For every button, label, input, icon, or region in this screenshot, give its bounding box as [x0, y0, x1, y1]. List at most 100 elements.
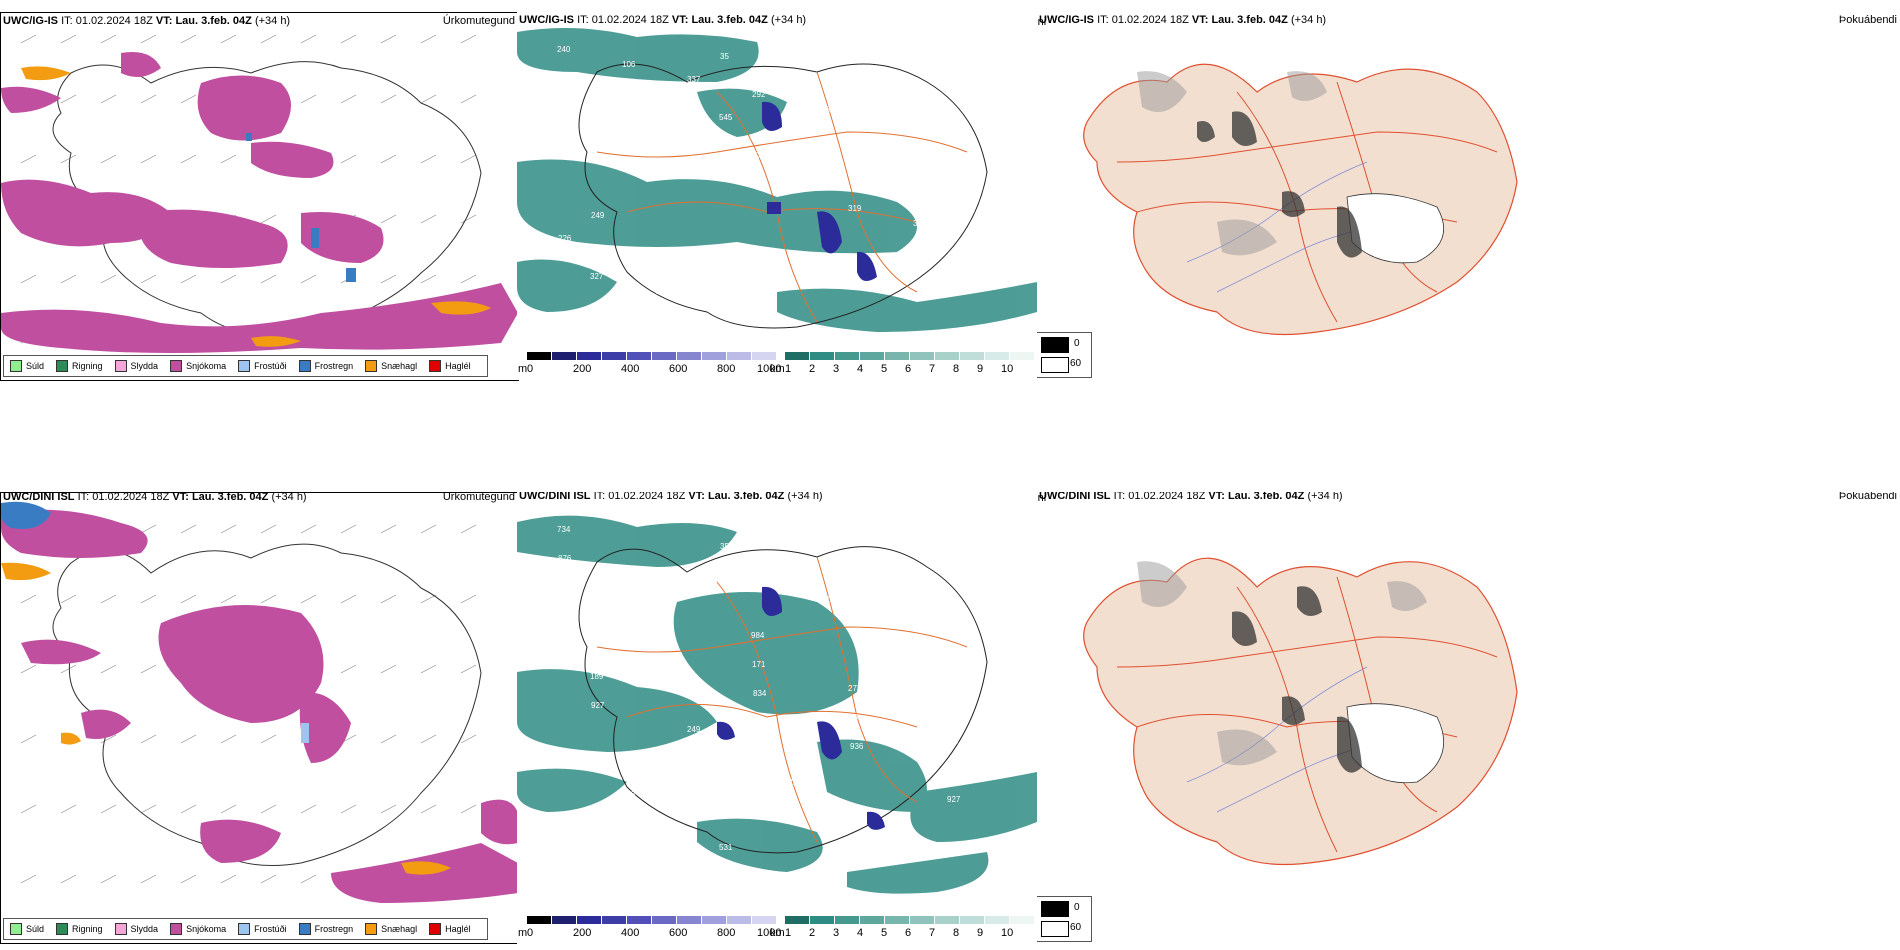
visibility-value-label: 486 [913, 619, 927, 628]
vis-legend-tick: 4 [857, 363, 864, 375]
visibility-value-label: 189 [590, 672, 604, 681]
vis-title-bottom: UWC/DINI ISL IT: 01.02.2024 18Z VT: Lau.… [519, 492, 823, 502]
fog-panel-top: Skyggni UWC/IG-IS IT: 01.02.2024 18Z VT:… [1037, 12, 1900, 380]
visibility-value-label: 63 [849, 713, 858, 722]
visibility-value-label: 319 [848, 204, 862, 213]
visibility-value-label: 758 [623, 249, 637, 258]
legend-item-frostudi: Frostúði [238, 360, 287, 372]
visibility-value-label: 139 [914, 158, 928, 167]
visibility-value-label: 957 [914, 648, 928, 657]
fog-legend-low: 60 [1070, 922, 1082, 933]
visibility-value-label: 927 [947, 795, 961, 804]
vis-legend-tick: 9 [977, 927, 984, 939]
vis-legend-tick: 10 [1001, 363, 1014, 375]
fog-legend-high: 0 [1074, 338, 1080, 349]
vis-legend-tick: 8 [953, 927, 960, 939]
vis-legend-tick: 4 [857, 927, 864, 939]
visibility-value-label: 268 [849, 143, 863, 152]
visibility-value-label: 712 [946, 196, 960, 205]
visibility-value-label: 46 [785, 807, 794, 816]
visibility-value-label: 273 [848, 684, 862, 693]
vis-legend-tick: 2 [809, 927, 816, 939]
visibility-value-label: 834 [753, 689, 767, 698]
visibility-value-label: 861 [817, 595, 831, 604]
legend-item-rigning: Rigning [56, 360, 103, 372]
vis-legend-tick: 10 [1001, 927, 1014, 939]
vis-legend-tick: 7 [929, 927, 936, 939]
fog-legend-top: 0 60 [1037, 332, 1092, 378]
vis-corner-label-top: Skyggni [1037, 16, 1047, 28]
vis-scale-legend-top: m 0 200 400 600 800 1000 km 1 2 3 4 5 6 … [517, 348, 1037, 378]
fog-map-bottom [1083, 557, 1518, 866]
legend-item-snjokoma: Snjókoma [170, 360, 226, 372]
vis-legend-tick: 800 [717, 927, 736, 939]
fog-legend-bottom: 0 60 [1037, 896, 1092, 942]
vis-corner-label-bottom: Skyggni [1037, 492, 1047, 504]
vis-panel-bottom: 734 205 984 273 950 293 531 272 486 189 249 972 953 8… [517, 492, 1037, 944]
legend-item-frostregn: Frostregn [298, 923, 353, 935]
legend-item-slydda: Slydda [114, 923, 158, 935]
visibility-value-label: 35 [720, 542, 729, 551]
fog-corner-label-top: Þokuábendi [1838, 14, 1897, 26]
precip-title-bottom: UWC/DINI ISL IT: 01.02.2024 18Z VT: Lau.… [3, 492, 307, 503]
vis-legend-tick: 200 [573, 363, 592, 375]
legend-item-rigning: Rigning [56, 923, 103, 935]
visibility-value-label: 841 [688, 754, 702, 763]
vis-legend-tick: 0 [527, 927, 534, 939]
vis-legend-tick: 1000 [757, 927, 782, 939]
fog-title-bottom: UWC/DINI ISL IT: 01.02.2024 18Z VT: Lau.… [1039, 492, 1343, 502]
visibility-value-label: 402 [654, 98, 668, 107]
visibility-value-label: 245 [688, 264, 702, 273]
vis-legend-tick: 0 [527, 363, 534, 375]
visibility-value-label: 35 [720, 52, 729, 61]
vis-legend-unit-km: km [770, 927, 785, 939]
vis-legend-tick: 400 [621, 363, 640, 375]
fog-legend-low: 60 [1070, 358, 1082, 369]
vis-legend-tick: 400 [621, 927, 640, 939]
vis-legend-unit-m: m [518, 363, 528, 375]
precip-corner-label-bottom: Úrkomutegund [442, 492, 515, 503]
visibility-value-label: 972 [784, 778, 798, 787]
fog-map-top [1083, 63, 1518, 336]
visibility-value-label: 226 [558, 234, 572, 243]
visibility-value-label: 312 [623, 819, 637, 828]
visibility-value-label: 231 [784, 128, 798, 137]
vis-legend-tick: 6 [905, 363, 912, 375]
fog-panel-bottom: Skyggni UWC/DINI ISL IT: 01.02.2024 18Z … [1037, 492, 1900, 944]
visibility-value-label: 115 [945, 257, 958, 266]
visibility-value-label: 204 [751, 151, 765, 160]
legend-item-snaehagl: Snæhagl [365, 360, 417, 372]
vis-legend-tick: 600 [669, 363, 688, 375]
fog-legend-high: 0 [1074, 902, 1080, 913]
legend-item-haglel: Haglél [429, 360, 471, 372]
visibility-value-label: 236 [882, 530, 896, 539]
visibility-value-label: 531 [719, 843, 733, 852]
visibility-value-label: 205 [654, 578, 668, 587]
visibility-value-label: 229 [816, 166, 830, 175]
legend-item-frostudi: Frostúði [238, 923, 287, 935]
vis-legend-tick: 8 [953, 363, 960, 375]
visibility-value-label: 293 [622, 790, 636, 799]
vis-legend-tick: 2 [809, 363, 816, 375]
legend-item-haglel: Haglél [429, 923, 471, 935]
visibility-value-label: 292 [752, 90, 766, 99]
visibility-value-label: 171 [752, 660, 766, 669]
precip-title-top: UWC/IG-IS IT: 01.02.2024 18Z VT: Lau. 3.… [3, 15, 291, 27]
fog-title-top: UWC/IG-IS IT: 01.02.2024 18Z VT: Lau. 3.… [1039, 14, 1327, 26]
vis-legend-tick: 3 [833, 927, 840, 939]
visibility-value-label: 65 [655, 287, 664, 296]
precip-map-top [1, 34, 518, 353]
vis-legend-tick: 200 [573, 927, 592, 939]
visibility-value-label: 240 [557, 45, 571, 54]
vis-scale-legend-bottom: m 0 200 400 600 800 1000 km 1 2 3 4 5 6 … [517, 912, 1037, 942]
visibility-value-label: 327 [590, 272, 604, 281]
vis-legend-tick: 3 [833, 363, 840, 375]
visibility-value-label: 248 [817, 105, 831, 114]
vis-legend-tick: 1000 [757, 363, 782, 375]
visibility-value-label: 927 [591, 701, 605, 710]
visibility-value-label: 984 [751, 631, 765, 640]
visibility-value-label: 950 [945, 737, 959, 746]
fog-corner-label-bottom: Þokuábendi [1838, 492, 1897, 502]
visibility-value-label: 272 [816, 566, 830, 575]
legend-item-sudl: Súld [10, 923, 44, 935]
